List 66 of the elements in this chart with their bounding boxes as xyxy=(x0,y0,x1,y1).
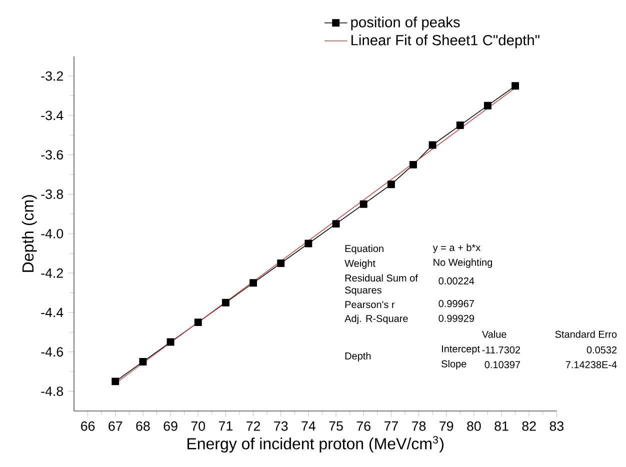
point xyxy=(360,200,368,208)
annotation: 0.00224 xyxy=(438,277,474,284)
legend-label: position of peaks xyxy=(351,16,460,30)
point xyxy=(139,358,147,366)
point xyxy=(250,279,258,287)
point xyxy=(456,122,464,130)
x-tick-label: 72 xyxy=(246,421,260,431)
x-tick-label: 76 xyxy=(356,421,370,431)
point xyxy=(304,240,312,248)
y-axis-title: Depth (cm) xyxy=(22,195,37,272)
annotation: Pearson's r xyxy=(345,301,395,308)
annotation: -11.7302 xyxy=(482,346,520,354)
y-tick-label: -4.8 xyxy=(41,386,64,396)
y-tick-label: -3.4 xyxy=(41,110,64,120)
x-tick-label: 83 xyxy=(550,421,564,431)
annotation: Weight xyxy=(344,260,376,269)
y-tick-label: -3.6 xyxy=(41,150,64,160)
annotation: 0.99929 xyxy=(438,314,474,322)
annotation: Equation xyxy=(345,244,384,254)
point xyxy=(222,298,230,306)
x-tick-label: 71 xyxy=(218,421,232,431)
point xyxy=(194,318,202,326)
x-tick-label: 78 xyxy=(412,421,426,431)
x-tick-label: 70 xyxy=(191,421,206,431)
annotation: Residual Sum of Squares xyxy=(345,274,418,296)
x-tick-label: 82 xyxy=(522,421,536,431)
text: 7.14238E-4 xyxy=(566,361,617,368)
annotation: Slope xyxy=(442,360,466,370)
point xyxy=(112,378,120,386)
x-tick-label: 81 xyxy=(494,421,508,431)
x-tick-label: 69 xyxy=(164,421,178,431)
point xyxy=(484,102,492,110)
y-tick-label: -4.4 xyxy=(41,308,64,318)
point xyxy=(332,220,340,228)
point xyxy=(166,338,174,346)
y-tick-label: -3.2 xyxy=(41,71,63,81)
annotation: No Weighting xyxy=(434,258,492,268)
x-tick-label: 68 xyxy=(136,421,150,431)
annotation: Intercept xyxy=(442,345,480,354)
x-tick-label: 75 xyxy=(329,421,343,431)
x-axis-title: Energy of incident proton (MeV/cm$^{3}$) xyxy=(188,436,444,453)
x-tick-label: 77 xyxy=(384,421,398,431)
annotation: 0.10397 xyxy=(484,361,520,368)
annotation: Adj. R-Square xyxy=(344,314,408,324)
x-tick-label: 73 xyxy=(274,421,288,431)
y-tick-label: -4.6 xyxy=(41,347,64,357)
annotation: Standard Erro xyxy=(555,330,617,338)
y-tick-label: -3.8 xyxy=(41,190,64,199)
annotation: y = a + b*x xyxy=(432,244,481,254)
x-tick-label: 79 xyxy=(440,421,454,431)
x-tick-label: 80 xyxy=(467,421,481,431)
point xyxy=(387,180,395,188)
y-tick-label: -4.2 xyxy=(41,268,63,278)
point xyxy=(410,160,417,168)
annotation: Depth xyxy=(345,352,371,362)
x-tick-label: 67 xyxy=(108,421,122,431)
x-tick-label: 66 xyxy=(81,421,95,431)
point xyxy=(428,141,436,149)
y-tick-label: -4.0 xyxy=(41,228,64,238)
point xyxy=(512,82,520,90)
point xyxy=(277,259,285,267)
legend-label: Linear Fit of Sheet1 C"depth" xyxy=(352,34,540,48)
text: 0.0532 xyxy=(586,346,617,354)
annotation: Value xyxy=(482,330,506,338)
x-tick-label: 74 xyxy=(302,421,316,431)
annotation: 0.99967 xyxy=(438,300,474,308)
